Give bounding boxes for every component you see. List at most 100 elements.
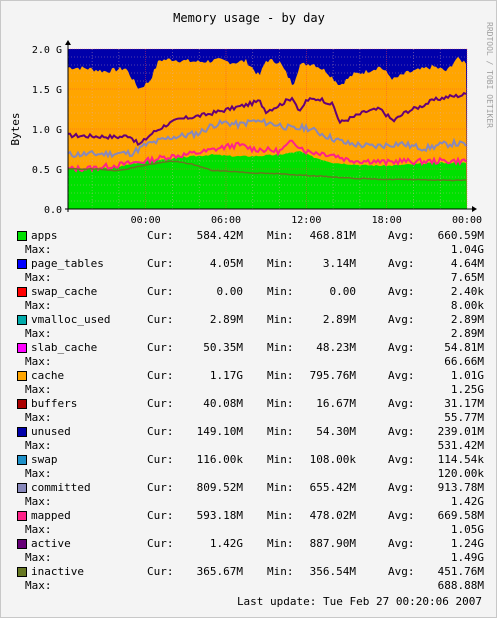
- legend-max-value: 7.65M: [450, 271, 484, 284]
- legend-max-label: Max:: [25, 523, 52, 536]
- legend-cur-label: Cur:: [147, 285, 174, 298]
- legend-swatch: [17, 427, 27, 437]
- legend-min-label: Min:: [267, 565, 294, 578]
- legend-row: mapped Cur: 593.18M Min: 478.02M Avg: 669.58M: [1, 509, 496, 523]
- legend-row: unused Cur: 149.10M Min: 54.30M Avg: 239.01M: [1, 425, 496, 439]
- legend-series-name: inactive: [31, 565, 84, 578]
- line-committed: [67, 117, 467, 159]
- legend-series-name: slab_cache: [31, 341, 98, 354]
- legend-cur-value: 809.52M: [196, 481, 243, 494]
- legend-max-row: Max: 1.42G: [1, 495, 496, 509]
- legend-row: committed Cur: 809.52M Min: 655.42M Avg: 913.7…: [1, 481, 496, 495]
- legend-row: cache Cur: 1.17G Min: 795.76M Avg: 1.01G: [1, 369, 496, 383]
- legend-swatch: [17, 371, 27, 381]
- legend-max-value: 66.66M: [444, 355, 484, 368]
- legend-row: swap_cache Cur: 0.00 Min: 0.00 Avg: 2.40k: [1, 285, 496, 299]
- legend-max-row: Max: 531.42M: [1, 439, 496, 453]
- last-update: Last update: Tue Feb 27 00:20:06 2007: [1, 595, 496, 609]
- legend-cur-value: 584.42M: [196, 229, 243, 242]
- legend-cur-label: Cur:: [147, 565, 174, 578]
- legend-min-label: Min:: [267, 229, 294, 242]
- legend-avg-label: Avg:: [388, 369, 415, 382]
- legend-max-label: Max:: [25, 383, 52, 396]
- legend-swatch: [17, 539, 27, 549]
- legend-swatch: [17, 315, 27, 325]
- legend-cur-value: 50.35M: [203, 341, 243, 354]
- legend-max-row: Max: 2.89M: [1, 327, 496, 341]
- chart-title: Memory usage - by day: [173, 11, 325, 25]
- legend-row: vmalloc_used Cur: 2.89M Min: 2.89M Avg: 2.89M: [1, 313, 496, 327]
- legend-max-row: Max: 55.77M: [1, 411, 496, 425]
- legend-avg-label: Avg:: [388, 313, 415, 326]
- legend-avg-value: 669.58M: [437, 509, 484, 522]
- legend-cur-label: Cur:: [147, 453, 174, 466]
- tick-labels: 0.0 0.5 G 1.0 G 1.5 G 2.0 G 00:00 06:00 12:00 18…: [32, 45, 482, 226]
- legend-cur-value: 149.10M: [196, 425, 243, 438]
- legend-max-value: 1.05G: [450, 523, 484, 536]
- legend-min-value: 478.02M: [309, 509, 356, 522]
- legend-min-value: 2.89M: [322, 313, 356, 326]
- legend-avg-value: 31.17M: [444, 397, 484, 410]
- area-apps: [68, 151, 467, 209]
- legend-max-row: Max: 1.05G: [1, 523, 496, 537]
- legend-min-value: 356.54M: [309, 565, 356, 578]
- legend-avg-label: Avg:: [388, 229, 415, 242]
- legend-min-value: 655.42M: [309, 481, 356, 494]
- legend-avg-value: 660.59M: [437, 229, 484, 242]
- legend-cur-value: 1.42G: [209, 537, 243, 550]
- legend-min-label: Min:: [267, 481, 294, 494]
- y-tick-label: 1.0 G: [32, 125, 62, 136]
- legend-min-label: Min:: [267, 537, 294, 550]
- legend-row: page_tables Cur: 4.05M Min: 3.14M Avg: 4.64M: [1, 257, 496, 271]
- legend-avg-value: 239.01M: [437, 425, 484, 438]
- legend-min-label: Min:: [267, 369, 294, 382]
- legend-avg-value: 2.40k: [450, 285, 484, 298]
- legend-min-value: 3.14M: [322, 257, 356, 270]
- legend-min-value: 887.90M: [309, 537, 356, 550]
- legend-max-label: Max:: [25, 439, 52, 452]
- legend-min-label: Min:: [267, 285, 294, 298]
- legend-max-value: 2.89M: [450, 327, 484, 340]
- legend-max-row: Max: 1.49G: [1, 551, 496, 565]
- legend-max-label: Max:: [25, 579, 52, 592]
- legend-max-value: 1.49G: [450, 551, 484, 564]
- legend-max-value: 1.25G: [450, 383, 484, 396]
- legend-avg-label: Avg:: [388, 425, 415, 438]
- axes: [65, 40, 477, 212]
- legend-series-name: apps: [31, 229, 58, 242]
- legend-min-label: Min:: [267, 509, 294, 522]
- legend: apps Cur: 584.42M Min: 468.81M Avg: 660.59M Max…: [1, 229, 496, 593]
- legend-max-row: Max: 1.04G: [1, 243, 496, 257]
- legend-row: slab_cache Cur: 50.35M Min: 48.23M Avg: 54.81M: [1, 341, 496, 355]
- legend-cur-value: 1.17G: [209, 369, 243, 382]
- legend-row: active Cur: 1.42G Min: 887.90M Avg: 1.24G: [1, 537, 496, 551]
- legend-avg-label: Avg:: [388, 537, 415, 550]
- y-tick-label: 2.0 G: [32, 45, 62, 56]
- legend-max-value: 1.42G: [450, 495, 484, 508]
- legend-min-value: 48.23M: [316, 341, 356, 354]
- legend-cur-value: 40.08M: [203, 397, 243, 410]
- line-active: [68, 91, 467, 147]
- legend-max-label: Max:: [25, 551, 52, 564]
- legend-min-value: 108.00k: [309, 453, 356, 466]
- legend-min-label: Min:: [267, 313, 294, 326]
- legend-max-row: Max: 688.88M: [1, 579, 496, 593]
- legend-min-value: 16.67M: [316, 397, 356, 410]
- last-update-value: Tue Feb 27 00:20:06 2007: [323, 595, 482, 608]
- legend-cur-label: Cur:: [147, 313, 174, 326]
- legend-max-label: Max:: [25, 243, 52, 256]
- legend-cur-label: Cur:: [147, 509, 174, 522]
- legend-min-value: 795.76M: [309, 369, 356, 382]
- legend-swatch: [17, 343, 27, 353]
- y-tick-label: 0.0: [44, 205, 62, 216]
- legend-min-label: Min:: [267, 341, 294, 354]
- legend-swatch: [17, 231, 27, 241]
- legend-avg-value: 2.89M: [450, 313, 484, 326]
- legend-row: inactive Cur: 365.67M Min: 356.54M Avg: 451.76…: [1, 565, 496, 579]
- y-tick-label: 1.5 G: [32, 85, 62, 96]
- legend-avg-label: Avg:: [388, 341, 415, 354]
- legend-max-row: Max: 120.00k: [1, 467, 496, 481]
- legend-cur-label: Cur:: [147, 229, 174, 242]
- legend-avg-label: Avg:: [388, 453, 415, 466]
